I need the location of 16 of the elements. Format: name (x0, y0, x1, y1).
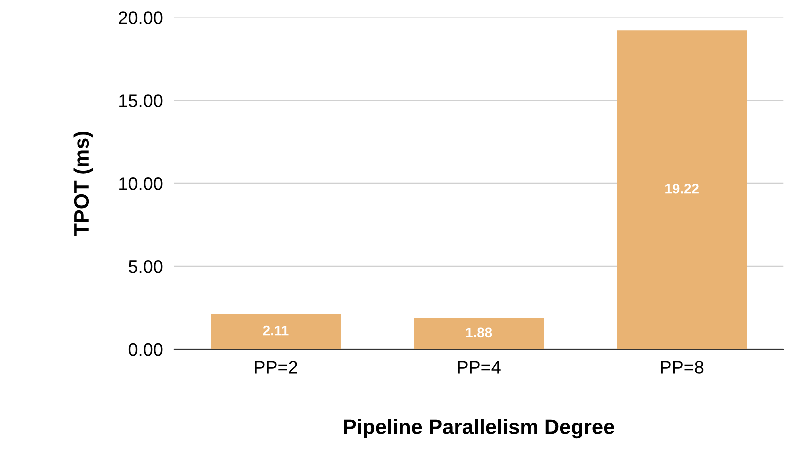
data-label: 1.88 (466, 328, 492, 338)
data-label: 19.22 (666, 184, 699, 194)
y-tick-label: 15.00 (120, 94, 163, 108)
x-tick-label: PP=4 (458, 361, 501, 374)
bar (414, 318, 544, 350)
y-axis-title: TPOT (ms) (74, 132, 94, 236)
y-tick-label: 5.00 (128, 260, 163, 274)
y-tick-label: 10.00 (120, 178, 163, 190)
y-tick-label: 20.00 (119, 12, 163, 24)
x-tick-label: PP=2 (255, 361, 298, 374)
bar (211, 314, 341, 350)
x-tick-label: PP=8 (661, 361, 704, 374)
data-label: 2.11 (263, 326, 289, 336)
x-axis-title: Pipeline Parallelism Degree (344, 419, 614, 439)
y-tick-label: 0.00 (128, 343, 163, 356)
bar (617, 30, 748, 350)
